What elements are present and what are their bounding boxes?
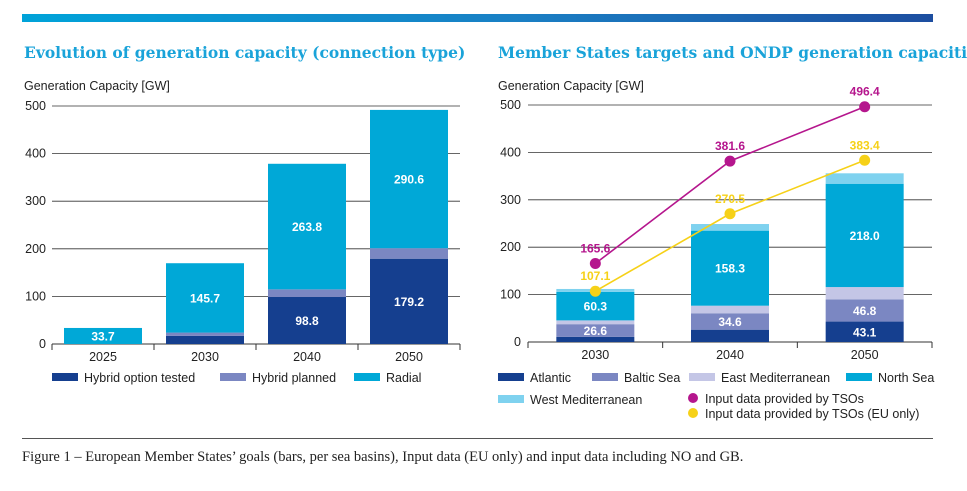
bar-segment [64, 327, 142, 344]
data-label: 145.7 [190, 291, 220, 305]
legend-marker [688, 408, 698, 418]
data-label: 60.3 [584, 300, 608, 314]
legend-label: Input data provided by TSOs [705, 392, 864, 406]
line-data-label: 496.4 [850, 85, 880, 99]
y-tick-label: 200 [500, 240, 521, 254]
bar-segment [370, 109, 448, 249]
legend-label: Atlantic [530, 371, 571, 385]
data-label: 33.7 [91, 329, 115, 343]
y-tick-label: 100 [500, 288, 521, 302]
legend-swatch [220, 373, 246, 381]
x-tick-label: 2050 [851, 348, 879, 362]
bar-segment [166, 263, 244, 333]
line-point [859, 101, 871, 113]
legend-swatch [354, 373, 380, 381]
bar-segment [691, 230, 769, 306]
legend-swatch [52, 373, 78, 381]
data-label: 46.8 [853, 304, 877, 318]
figure-caption: Figure 1 – European Member States’ goals… [22, 449, 744, 465]
bar-segment [556, 320, 635, 325]
bar-segment [825, 183, 904, 288]
line-point [859, 154, 871, 166]
line-point [589, 258, 601, 270]
data-label: 98.8 [295, 314, 319, 328]
y-tick-label: 100 [25, 289, 46, 303]
bar-segment [691, 224, 769, 231]
line-data-label: 383.4 [850, 138, 880, 152]
x-tick-label: 2040 [293, 350, 321, 364]
y-tick-label: 200 [25, 242, 46, 256]
bar-segment [691, 329, 769, 342]
legend-label: Input data provided by TSOs (EU only) [705, 407, 919, 421]
header-accent-bar [22, 14, 933, 22]
line-point [589, 285, 601, 297]
y-axis-label: Generation Capacity [GW] [24, 79, 170, 93]
y-tick-label: 500 [500, 98, 521, 112]
bar-segment [166, 335, 244, 344]
legend-marker [688, 393, 698, 403]
legend-swatch [498, 373, 524, 381]
bar-segment [268, 163, 346, 290]
y-tick-label: 400 [25, 147, 46, 161]
bar-segment [556, 324, 635, 337]
line-data-label: 107.1 [580, 269, 610, 283]
bar-segment [370, 248, 448, 259]
legend-swatch [846, 373, 872, 381]
legend-label: West Mediterranean [530, 393, 642, 407]
bar-segment [691, 305, 769, 314]
caption-divider [22, 438, 933, 439]
line-data-label: 165.6 [580, 242, 610, 256]
line-data-label: 270.5 [715, 192, 745, 206]
legend-label: East Mediterranean [721, 371, 830, 385]
chart-title: Member States targets and ONDP generatio… [498, 43, 967, 62]
legend-swatch [498, 395, 524, 403]
bar-segment [556, 336, 635, 342]
data-label: 26.6 [584, 324, 608, 338]
legend-label: Hybrid planned [252, 371, 336, 385]
x-tick-label: 2030 [581, 348, 609, 362]
y-tick-label: 300 [500, 193, 521, 207]
legend-label: North Sea [878, 371, 934, 385]
bar-segment [825, 299, 904, 322]
x-tick-label: 2050 [395, 350, 423, 364]
bar-segment [166, 332, 244, 336]
legend-label: Radial [386, 371, 421, 385]
line-point [724, 208, 736, 220]
y-tick-label: 0 [39, 337, 46, 351]
chart-title: Evolution of generation capacity (connec… [24, 43, 465, 62]
legend-swatch [592, 373, 618, 381]
x-tick-label: 2030 [191, 350, 219, 364]
data-label: 34.6 [718, 315, 742, 329]
x-tick-label: 2025 [89, 350, 117, 364]
y-tick-label: 0 [514, 335, 521, 349]
x-tick-label: 2040 [716, 348, 744, 362]
bar-segment [825, 173, 904, 184]
bar-segment [268, 289, 346, 297]
line-point [724, 155, 736, 167]
data-label: 218.0 [850, 229, 880, 243]
y-tick-label: 500 [25, 99, 46, 113]
bar-segment [691, 313, 769, 330]
bar-segment [370, 258, 448, 344]
bar-segment [268, 296, 346, 344]
bar-segment [825, 321, 904, 342]
legend-label: Hybrid option tested [84, 371, 195, 385]
data-label: 290.6 [394, 173, 424, 187]
legend-swatch [689, 373, 715, 381]
bar-segment [825, 287, 904, 300]
line-data-label: 381.6 [715, 139, 745, 153]
data-label: 263.8 [292, 220, 322, 234]
y-tick-label: 400 [500, 145, 521, 159]
legend-label: Baltic Sea [624, 371, 680, 385]
data-label: 179.2 [394, 295, 424, 309]
data-label: 158.3 [715, 262, 745, 276]
y-axis-label: Generation Capacity [GW] [498, 79, 644, 93]
data-label: 43.1 [853, 325, 877, 339]
y-tick-label: 300 [25, 194, 46, 208]
